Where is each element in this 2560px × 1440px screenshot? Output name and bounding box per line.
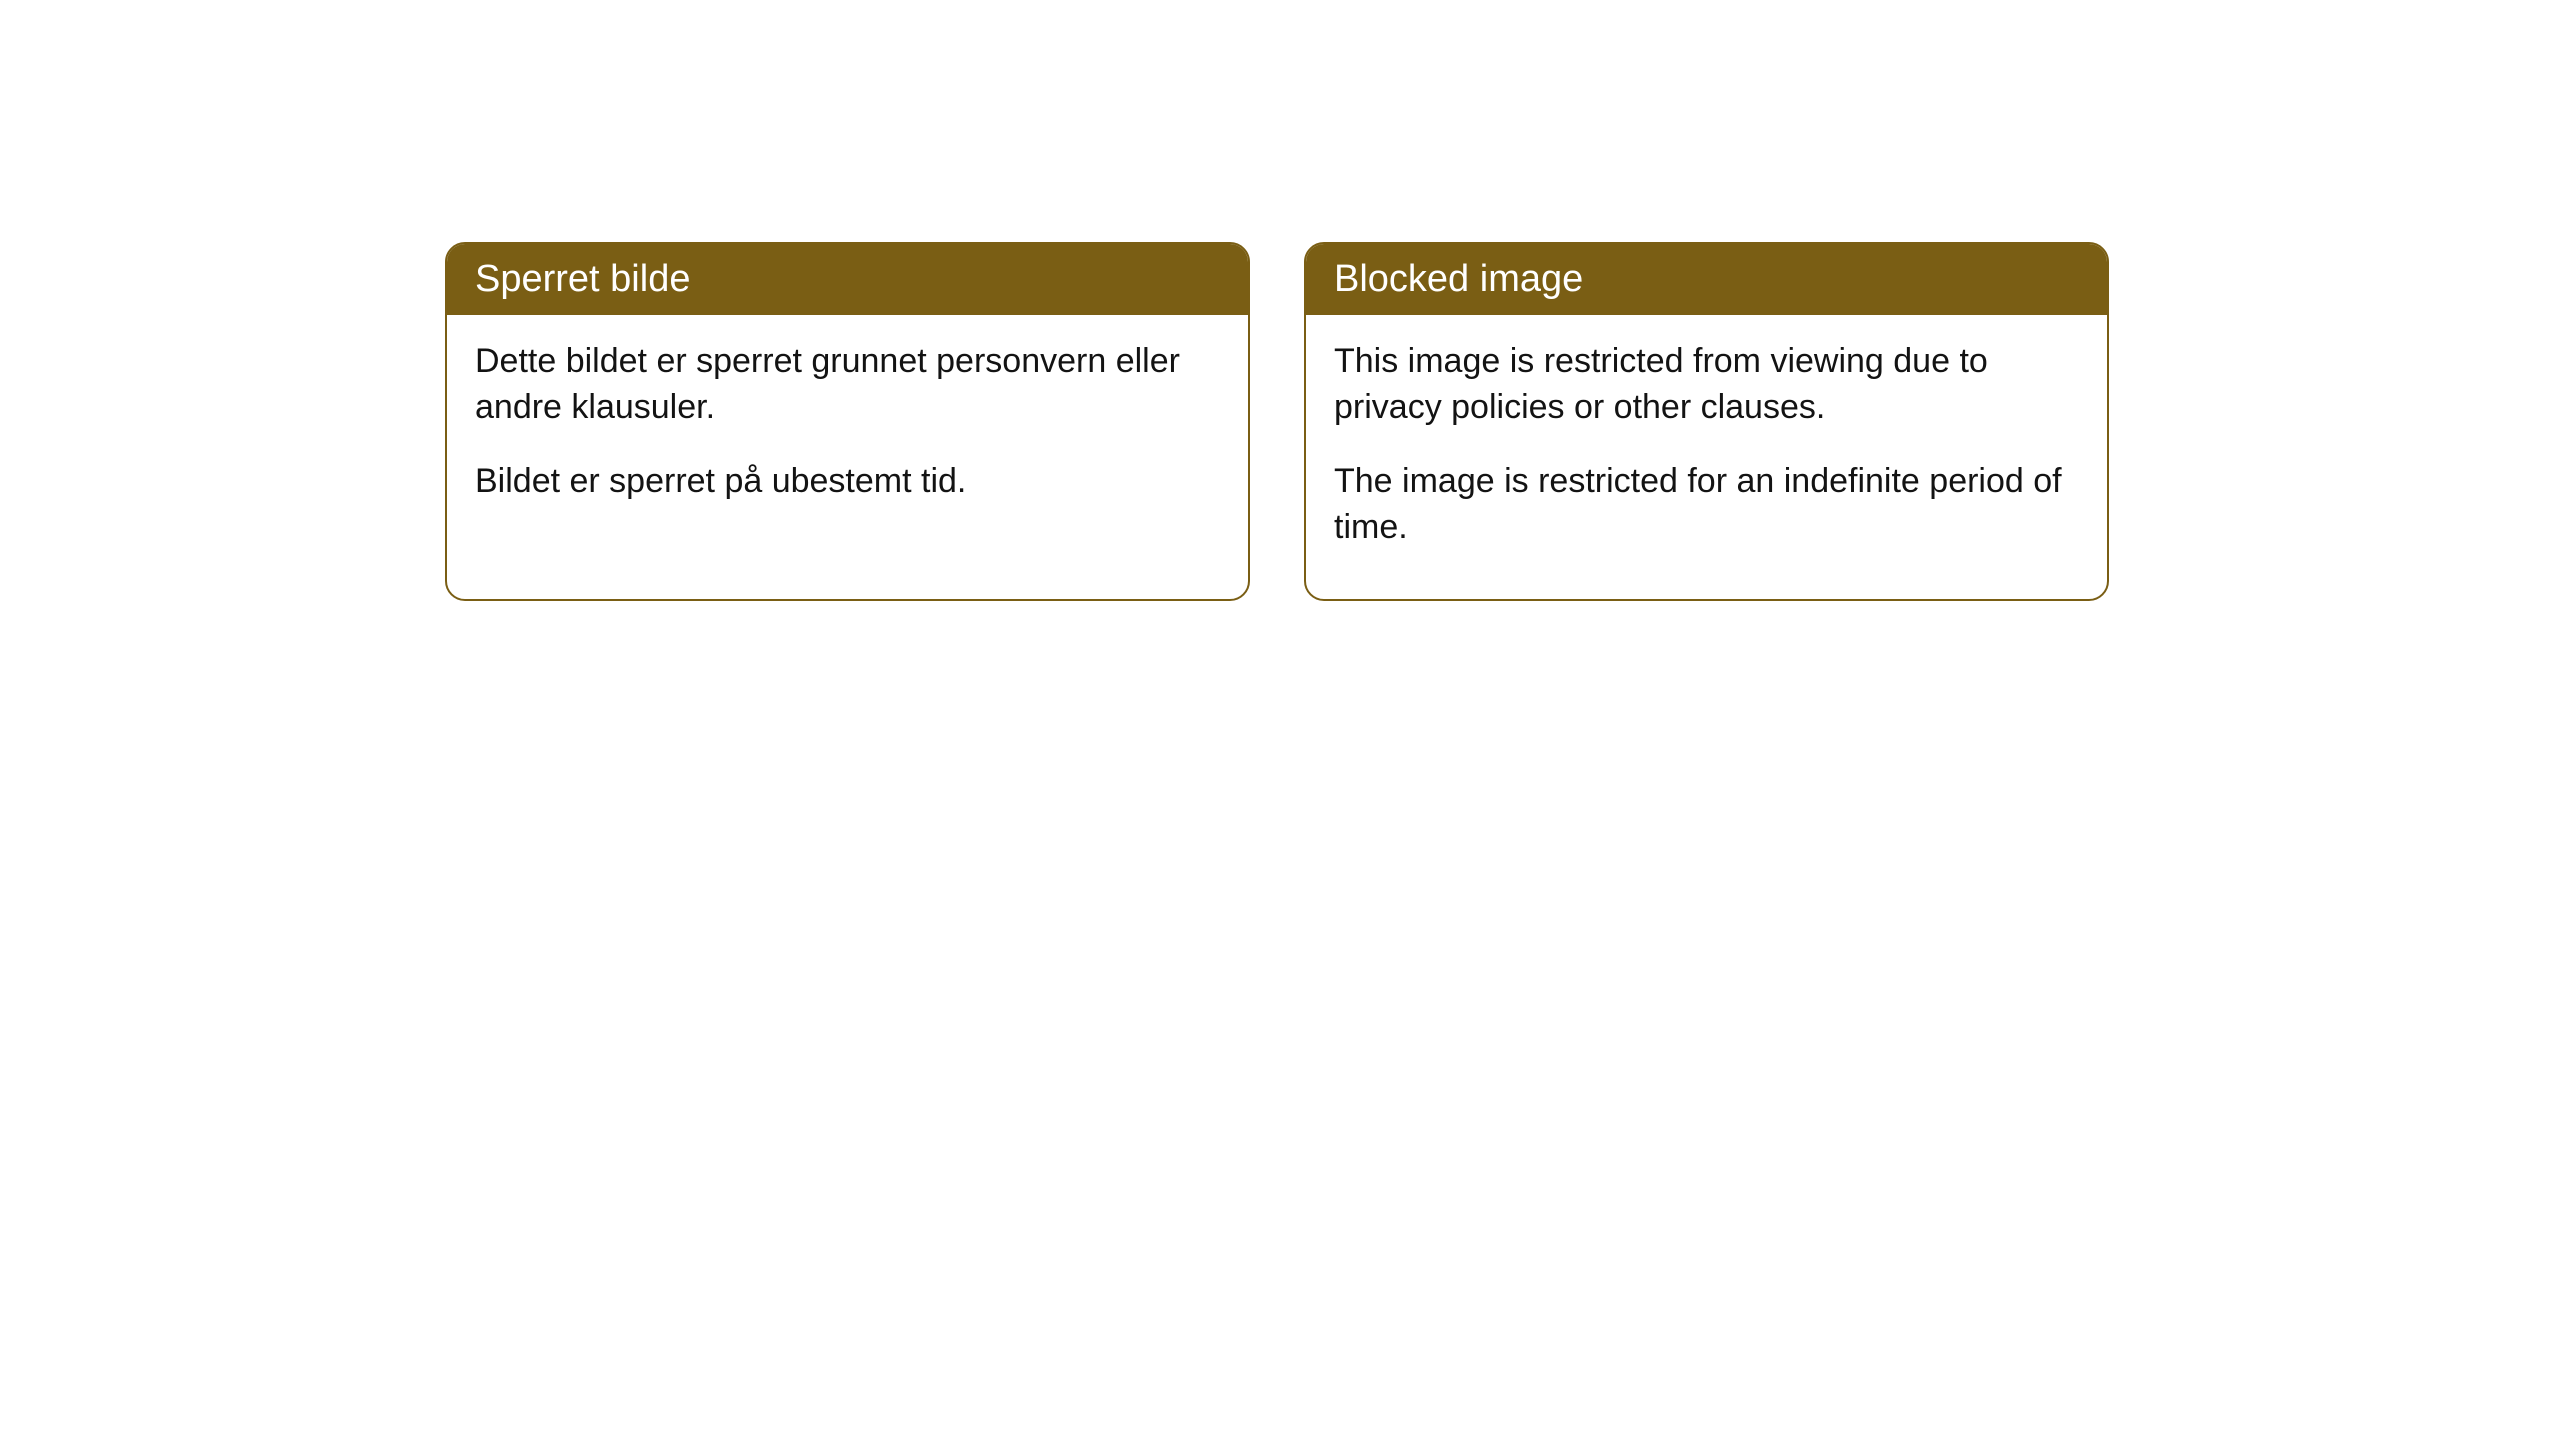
card-paragraph: This image is restricted from viewing du… bbox=[1334, 339, 2079, 431]
card-body: This image is restricted from viewing du… bbox=[1306, 315, 2107, 599]
card-body: Dette bildet er sperret grunnet personve… bbox=[447, 315, 1248, 553]
card-header: Blocked image bbox=[1306, 244, 2107, 315]
card-paragraph: The image is restricted for an indefinit… bbox=[1334, 459, 2079, 551]
card-title: Sperret bilde bbox=[475, 258, 690, 300]
card-header: Sperret bilde bbox=[447, 244, 1248, 315]
card-paragraph: Dette bildet er sperret grunnet personve… bbox=[475, 339, 1220, 431]
card-paragraph: Bildet er sperret på ubestemt tid. bbox=[475, 459, 1220, 505]
notice-cards-container: Sperret bilde Dette bildet er sperret gr… bbox=[445, 242, 2109, 601]
notice-card-english: Blocked image This image is restricted f… bbox=[1304, 242, 2109, 601]
card-title: Blocked image bbox=[1334, 258, 1583, 300]
notice-card-norwegian: Sperret bilde Dette bildet er sperret gr… bbox=[445, 242, 1250, 601]
